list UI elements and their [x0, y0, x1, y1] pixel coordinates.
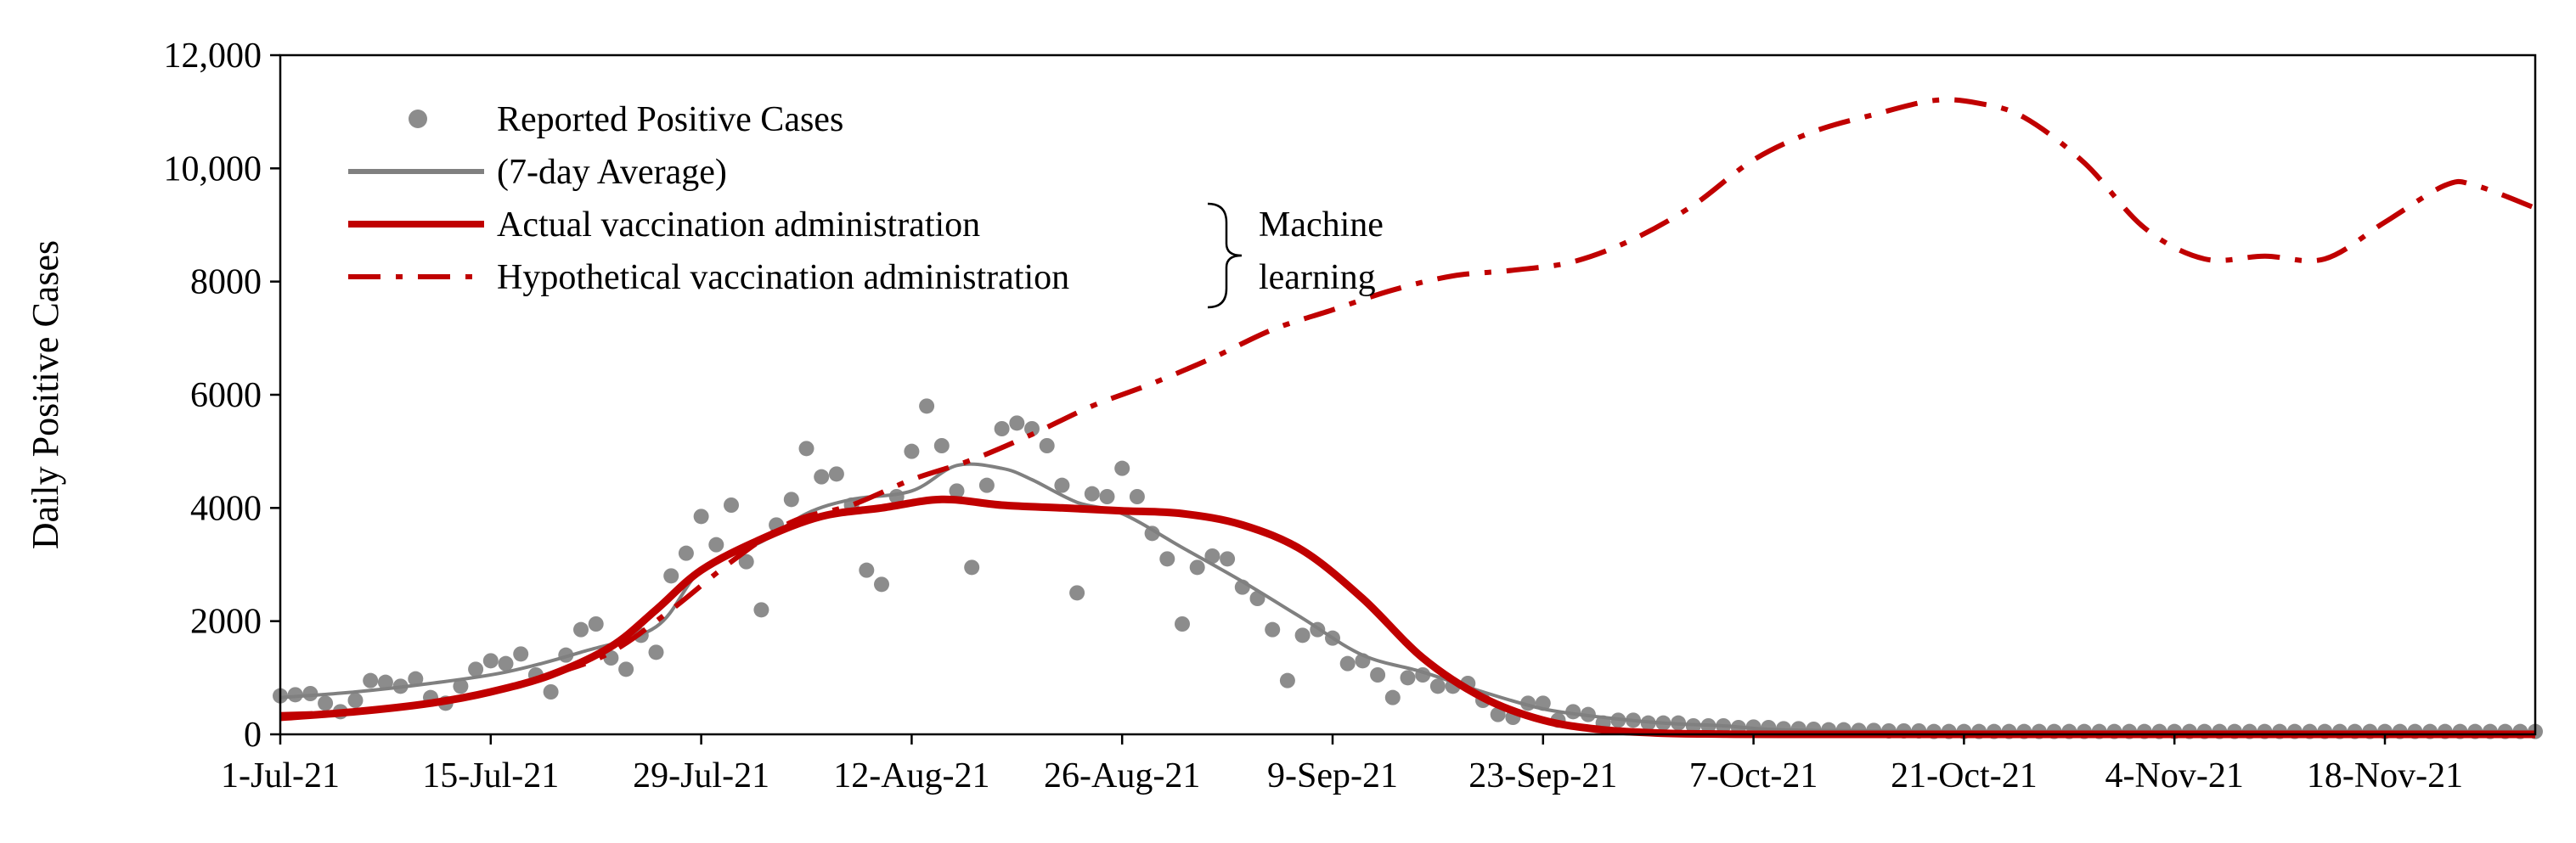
reported-case-point: [1294, 627, 1311, 643]
y-tick-label: 6000: [190, 376, 262, 415]
reported-case-point: [693, 509, 709, 525]
reported-case-point: [1069, 585, 1085, 601]
reported-case-point: [287, 687, 303, 703]
y-tick-label: 10,000: [164, 149, 262, 188]
reported-case-point: [738, 554, 754, 570]
reported-case-point: [1189, 559, 1205, 576]
legend-marker-reported: [409, 110, 427, 128]
reported-case-point: [1400, 670, 1416, 686]
reported-case-point: [347, 693, 364, 708]
reported-case-point: [1370, 667, 1386, 683]
y-axis-label: Daily Positive Cases: [25, 240, 66, 549]
legend-label: Reported Positive Cases: [497, 100, 843, 139]
reported-case-point: [1129, 489, 1145, 504]
reported-case-point: [1099, 489, 1115, 504]
reported-case-point: [1265, 621, 1281, 638]
bracket-label-line1: Machine: [1259, 205, 1384, 244]
reported-case-point: [859, 562, 875, 578]
reported-case-point: [618, 661, 634, 677]
reported-case-point: [994, 421, 1010, 436]
reported-case-point: [828, 466, 844, 482]
reported-case-point: [1384, 689, 1401, 705]
reported-case-point: [1175, 616, 1190, 632]
legend-label: Actual vaccination administration: [497, 205, 980, 244]
hypothetical-vaccination-line: [279, 97, 2537, 717]
reported-case-point: [1039, 438, 1055, 453]
reported-case-point: [1084, 486, 1100, 502]
reported-case-point: [1490, 706, 1506, 722]
legend-label: Hypothetical vaccination administration: [497, 258, 1069, 297]
reported-case-point: [978, 477, 995, 493]
reported-case-point: [498, 655, 514, 672]
x-tick-label: 4-Nov-21: [2105, 756, 2244, 795]
reported-case-point: [573, 621, 589, 638]
x-tick-label: 12-Aug-21: [833, 756, 989, 795]
x-tick-label: 29-Jul-21: [633, 756, 769, 795]
x-tick-label: 23-Sep-21: [1468, 756, 1617, 795]
y-tick-label: 12,000: [164, 37, 262, 76]
x-tick-label: 1-Jul-21: [221, 756, 340, 795]
reported-case-point: [543, 684, 559, 700]
reported-case-point: [1339, 655, 1356, 672]
reported-case-point: [513, 646, 529, 662]
reported-case-point: [814, 469, 830, 485]
reported-case-point: [783, 492, 799, 508]
reported-case-point: [1144, 525, 1160, 542]
reported-case-point: [1220, 551, 1236, 567]
x-tick-label: 15-Jul-21: [422, 756, 559, 795]
x-tick-label: 21-Oct-21: [1891, 756, 2038, 795]
reported-case-point: [1054, 477, 1070, 493]
reported-case-point: [408, 671, 424, 687]
reported-case-point: [724, 497, 739, 513]
reported-case-point: [648, 644, 664, 660]
reported-case-point: [377, 674, 393, 690]
x-tick-label: 26-Aug-21: [1044, 756, 1200, 795]
reported-case-point: [1114, 460, 1130, 476]
reported-case-point: [1159, 551, 1175, 567]
reported-case-point: [949, 483, 965, 499]
reported-case-point: [603, 650, 619, 666]
x-tick-label: 9-Sep-21: [1267, 756, 1398, 795]
y-tick-label: 0: [244, 716, 262, 755]
reported-case-point: [933, 438, 950, 453]
reported-case-point: [919, 398, 935, 414]
x-tick-label: 7-Oct-21: [1689, 756, 1818, 795]
reported-case-point: [453, 678, 469, 694]
reported-case-point: [904, 443, 920, 459]
reported-case-point: [678, 545, 694, 561]
reported-case-point: [1429, 678, 1446, 694]
y-tick-label: 8000: [190, 263, 262, 302]
y-tick-label: 2000: [190, 603, 262, 642]
reported-case-point: [708, 537, 724, 553]
reported-case-point: [318, 695, 334, 711]
reported-case-point: [1024, 421, 1040, 436]
y-tick-label: 4000: [190, 489, 262, 528]
axes: 0 2000 4000 6000 8000 10,000 12,000 1-Jul-21 15-…: [164, 37, 2464, 795]
bracket-label-line2: learning: [1259, 258, 1376, 297]
reported-case-point: [1204, 548, 1220, 564]
reported-case-point: [468, 661, 484, 677]
reported-case-point: [753, 602, 769, 618]
legend-label: (7-day Average): [497, 153, 727, 192]
reported-case-point: [363, 672, 379, 688]
reported-case-point: [663, 568, 679, 584]
reported-case-point: [798, 441, 815, 457]
reported-case-point: [1279, 672, 1295, 688]
legend: Reported Positive Cases (7-day Average) Ac…: [348, 100, 1384, 309]
legend-bracket: [1207, 202, 1243, 309]
reported-case-point: [964, 559, 980, 576]
reported-case-point: [874, 576, 889, 593]
x-tick-label: 18-Nov-21: [2307, 756, 2463, 795]
reported-case-point: [588, 616, 604, 632]
reported-case-point: [1009, 415, 1025, 431]
reported-case-point: [482, 653, 499, 669]
